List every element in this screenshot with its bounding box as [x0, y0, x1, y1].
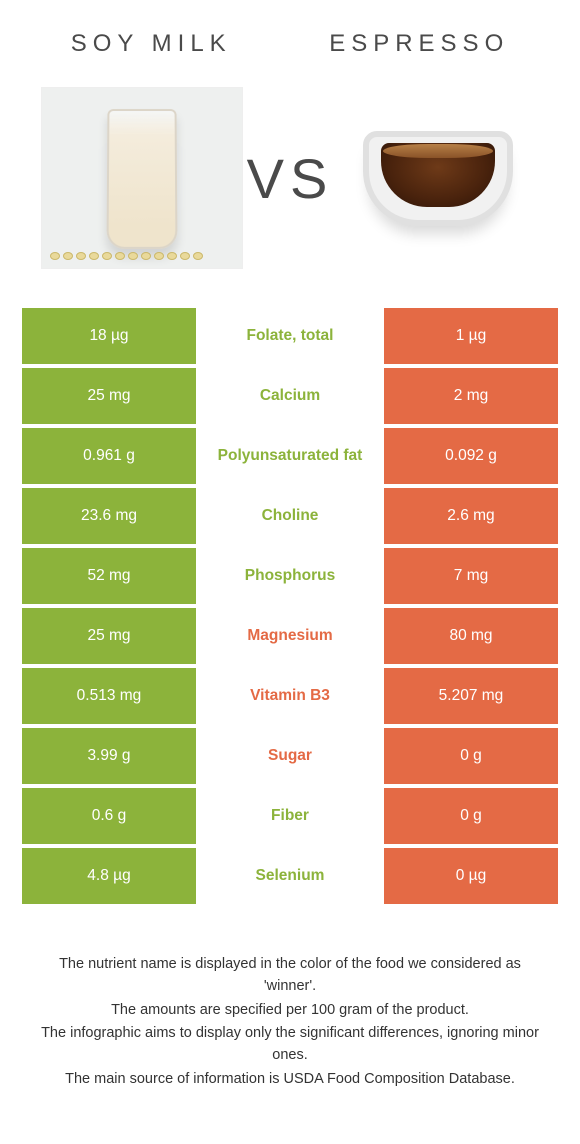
right-value: 0 g [384, 788, 558, 844]
titles-row: Soy milk Espresso [22, 30, 558, 58]
nutrient-name: Vitamin B3 [200, 668, 380, 724]
note-line: The main source of information is USDA F… [36, 1069, 544, 1091]
note-line: The amounts are specified per 100 gram o… [36, 1000, 544, 1022]
nutrient-table: 18 µgFolate, total1 µg25 mgCalcium2 mg0.… [22, 308, 558, 904]
left-value: 3.99 g [22, 728, 196, 784]
left-value: 4.8 µg [22, 848, 196, 904]
table-row: 52 mgPhosphorus7 mg [22, 548, 558, 604]
table-row: 0.961 gPolyunsaturated fat0.092 g [22, 428, 558, 484]
table-row: 18 µgFolate, total1 µg [22, 308, 558, 364]
vs-label: VS [247, 146, 334, 211]
footer-notes: The nutrient name is displayed in the co… [22, 954, 558, 1091]
left-value: 18 µg [22, 308, 196, 364]
note-line: The infographic aims to display only the… [36, 1023, 544, 1067]
nutrient-name: Folate, total [200, 308, 380, 364]
left-food-title: Soy milk [71, 30, 232, 58]
left-value: 0.513 mg [22, 668, 196, 724]
right-value: 0 µg [384, 848, 558, 904]
right-food-title: Espresso [329, 30, 509, 58]
right-value: 5.207 mg [384, 668, 558, 724]
table-row: 4.8 µgSelenium0 µg [22, 848, 558, 904]
left-food-image [42, 88, 242, 268]
right-value: 80 mg [384, 608, 558, 664]
right-value: 0 g [384, 728, 558, 784]
right-value: 0.092 g [384, 428, 558, 484]
table-row: 25 mgMagnesium80 mg [22, 608, 558, 664]
table-row: 0.513 mgVitamin B35.207 mg [22, 668, 558, 724]
hero-row: VS [22, 88, 558, 268]
nutrient-name: Fiber [200, 788, 380, 844]
nutrient-name: Choline [200, 488, 380, 544]
right-value: 2 mg [384, 368, 558, 424]
table-row: 3.99 gSugar0 g [22, 728, 558, 784]
left-value: 52 mg [22, 548, 196, 604]
table-row: 23.6 mgCholine2.6 mg [22, 488, 558, 544]
left-value: 25 mg [22, 608, 196, 664]
table-row: 25 mgCalcium2 mg [22, 368, 558, 424]
nutrient-name: Calcium [200, 368, 380, 424]
right-value: 1 µg [384, 308, 558, 364]
left-value: 23.6 mg [22, 488, 196, 544]
left-value: 0.961 g [22, 428, 196, 484]
note-line: The nutrient name is displayed in the co… [36, 954, 544, 998]
right-value: 7 mg [384, 548, 558, 604]
left-value: 0.6 g [22, 788, 196, 844]
nutrient-name: Magnesium [200, 608, 380, 664]
right-food-image [338, 88, 538, 268]
nutrient-name: Sugar [200, 728, 380, 784]
nutrient-name: Polyunsaturated fat [200, 428, 380, 484]
right-value: 2.6 mg [384, 488, 558, 544]
left-value: 25 mg [22, 368, 196, 424]
table-row: 0.6 gFiber0 g [22, 788, 558, 844]
nutrient-name: Selenium [200, 848, 380, 904]
nutrient-name: Phosphorus [200, 548, 380, 604]
